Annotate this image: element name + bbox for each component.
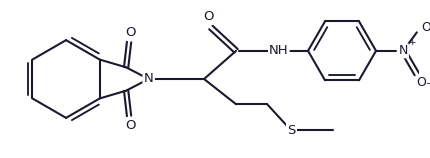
- Text: O: O: [125, 26, 135, 39]
- Text: −: −: [425, 79, 430, 89]
- Text: NH: NH: [268, 44, 288, 57]
- Text: O: O: [415, 76, 425, 89]
- Text: O: O: [203, 10, 214, 23]
- Text: N: N: [144, 73, 153, 85]
- Text: S: S: [287, 124, 295, 137]
- Text: +: +: [407, 38, 415, 47]
- Text: O: O: [421, 21, 430, 34]
- Text: N: N: [398, 44, 407, 57]
- Text: O: O: [125, 119, 135, 132]
